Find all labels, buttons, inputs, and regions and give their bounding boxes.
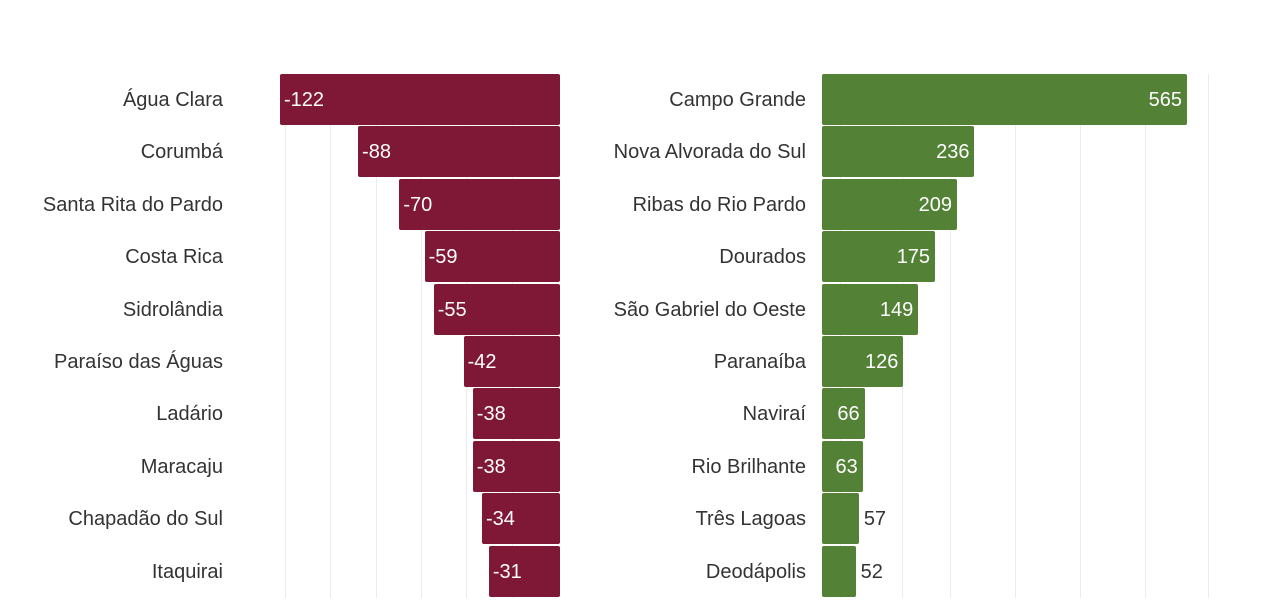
category-label: Itaquirai (151, 560, 223, 583)
bar (472, 388, 560, 440)
category-label: Campo Grande (669, 89, 806, 111)
category-label: Ladário (156, 403, 223, 426)
bar (433, 283, 560, 335)
grid-line (330, 74, 331, 598)
category-label: Chapadão do Sul (68, 508, 223, 531)
data-label: -34 (485, 508, 515, 531)
category-axis: Água Clara Corumbá Santa Rita do Pardo Cost… (0, 0, 223, 600)
category-label: Três Lagoas (695, 508, 806, 531)
grid-line (1208, 74, 1209, 598)
bar (481, 493, 560, 545)
data-label: -38 (476, 403, 506, 426)
bar (822, 440, 863, 492)
data-label: 209 (918, 193, 953, 216)
data-label: 126 (865, 351, 899, 373)
category-label: Paraíso das Águas (54, 351, 223, 373)
data-label: -55 (437, 298, 467, 321)
bar (463, 336, 560, 387)
category-label: Água Clara (122, 89, 223, 111)
data-label: 57 (863, 508, 887, 531)
bar (822, 231, 936, 283)
category-label: Sidrolândia (122, 298, 223, 321)
data-label: -70 (403, 193, 433, 216)
negative-balance-chart: Água Clara Corumbá Santa Rita do Pardo Cost… (0, 0, 600, 600)
bar (424, 231, 560, 283)
bar (822, 126, 975, 178)
bar (280, 74, 560, 125)
grid-line (285, 74, 286, 598)
category-label: Rio Brilhante (691, 455, 806, 478)
data-label: -88 (362, 141, 391, 164)
grid-line (1145, 74, 1146, 598)
data-label: 63 (835, 455, 858, 478)
bar (822, 388, 865, 440)
grid-line (421, 74, 422, 598)
category-label: Dourados (719, 246, 806, 269)
data-label: 565 (1148, 89, 1182, 111)
bar (358, 126, 560, 178)
bar (399, 178, 560, 230)
category-label: São Gabriel do Oeste (613, 298, 806, 321)
data-label: 66 (837, 403, 860, 426)
grid-line (1015, 74, 1016, 598)
category-axis: Campo Grande Nova Alvorada do Sul Ribas do… (600, 0, 806, 600)
grid-line (1080, 74, 1081, 598)
bar (822, 178, 958, 230)
bar (472, 440, 560, 492)
data-label: 52 (860, 560, 883, 583)
data-label: -59 (428, 246, 458, 269)
category-label: Paranaíba (713, 351, 806, 373)
data-label: -31 (492, 560, 522, 583)
category-label: Deodápolis (705, 560, 806, 583)
bar (822, 74, 1187, 125)
bar (822, 493, 859, 545)
data-label: 175 (896, 246, 931, 269)
category-label: Ribas do Rio Pardo (632, 193, 806, 216)
data-label: -122 (284, 89, 325, 111)
category-label: Nova Alvorada do Sul (613, 141, 806, 164)
data-label: -42 (467, 351, 497, 373)
category-label: Maracaju (140, 455, 223, 478)
grid-line (376, 74, 377, 598)
category-label: Santa Rita do Pardo (42, 193, 223, 216)
category-label: Naviraí (742, 403, 806, 426)
grid-line (950, 74, 951, 598)
bar (822, 283, 919, 335)
data-label: -38 (476, 455, 506, 478)
bar (822, 545, 856, 597)
bar (822, 336, 904, 387)
positive-balance-chart: Campo Grande Nova Alvorada do Sul Ribas do… (600, 0, 1280, 600)
category-label: Costa Rica (125, 246, 223, 269)
data-label: 236 (936, 141, 970, 164)
bar (488, 545, 560, 597)
category-label: Corumbá (140, 141, 223, 164)
data-label: 149 (879, 298, 914, 321)
